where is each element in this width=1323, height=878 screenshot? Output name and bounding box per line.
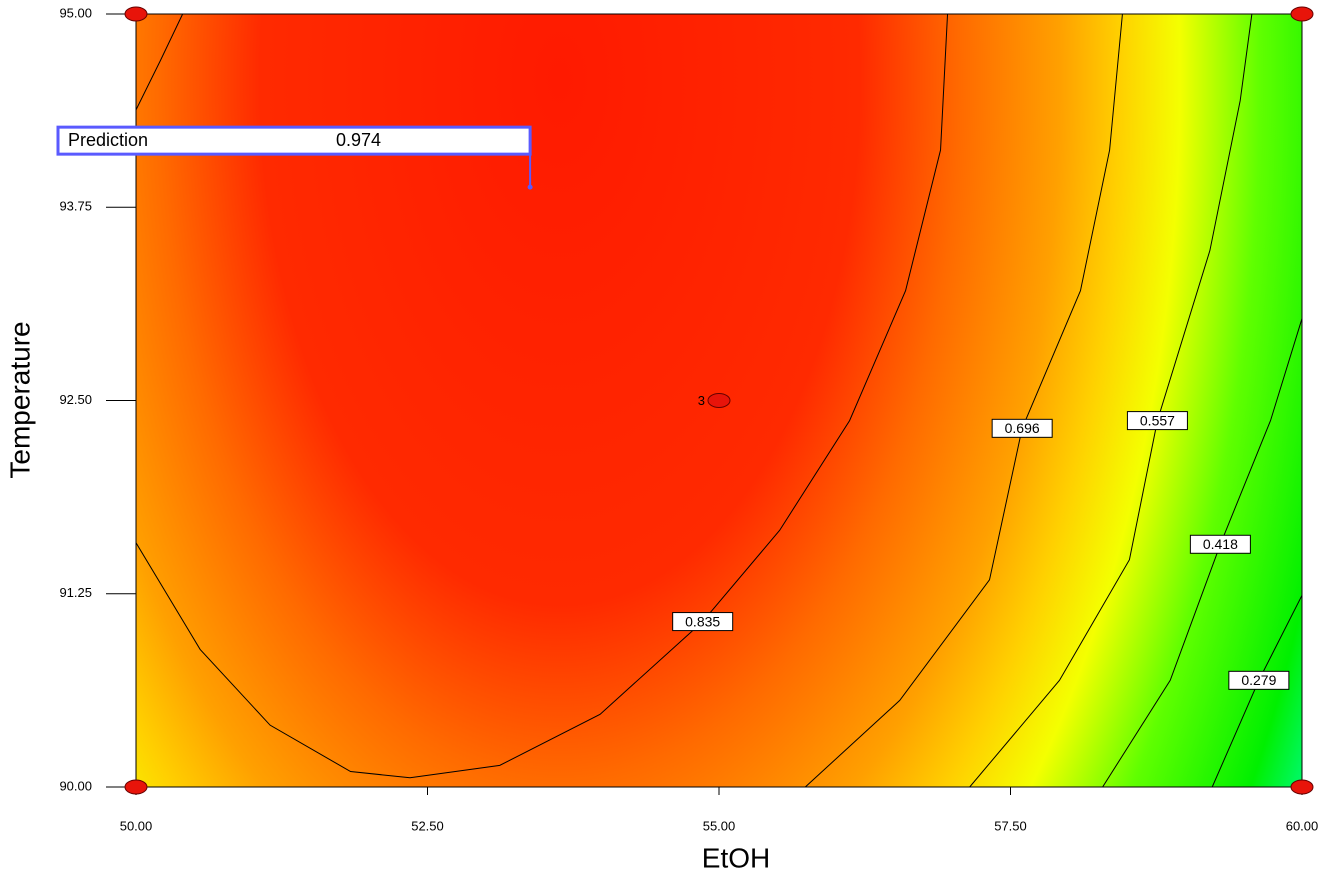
contour-label-box <box>1189 534 1251 554</box>
design-point <box>1290 779 1314 795</box>
contour-label-box <box>991 418 1053 438</box>
contour-label-box <box>672 612 734 632</box>
contour-label: 0.418 <box>1203 536 1238 552</box>
contour-label: 0.696 <box>1005 420 1040 436</box>
y-tick-label: 91.25 <box>59 585 92 600</box>
x-tick-label: 50.00 <box>120 818 153 833</box>
x-tick-label: 60.00 <box>1286 818 1319 833</box>
contour-label-box <box>1228 670 1290 690</box>
contour-label: 0.557 <box>1140 412 1175 428</box>
y-tick-label: 92.50 <box>59 392 92 407</box>
prediction-label: Prediction <box>68 130 148 150</box>
y-axis-label: Temperature <box>4 321 35 478</box>
contour-label: 0.279 <box>1241 672 1276 688</box>
y-tick-label: 90.00 <box>59 778 92 793</box>
x-tick-label: 55.00 <box>703 818 736 833</box>
contour-label-box <box>1126 411 1188 431</box>
design-point <box>124 6 148 22</box>
x-tick-label: 57.50 <box>994 818 1027 833</box>
replicate-count: 3 <box>698 393 705 408</box>
y-tick-label: 95.00 <box>59 5 92 20</box>
prediction-box <box>56 125 532 156</box>
y-tick-label: 93.75 <box>59 199 92 214</box>
center-point <box>707 393 731 408</box>
x-axis-label: EtOH <box>702 842 770 873</box>
design-point <box>124 779 148 795</box>
x-tick-label: 52.50 <box>411 818 444 833</box>
prediction-value: 0.974 <box>336 130 381 150</box>
contour-line <box>136 14 949 779</box>
prediction-point <box>527 184 533 190</box>
contour-label: 0.835 <box>685 613 720 629</box>
design-point <box>1290 6 1314 22</box>
